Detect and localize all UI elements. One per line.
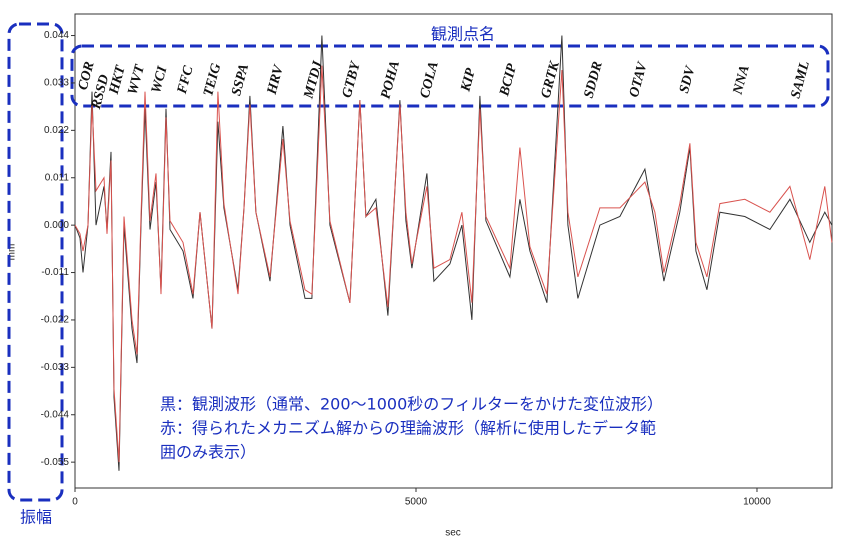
amplitude-box xyxy=(7,22,64,502)
y-tick-label: -0.033 xyxy=(41,362,70,373)
y-tick-label: -0.011 xyxy=(41,267,69,278)
y-tick-label: -0.044 xyxy=(41,409,70,420)
station-label: TEIG xyxy=(201,62,224,98)
station-label: SSPA xyxy=(229,62,252,97)
station-label: SDV xyxy=(677,63,699,95)
station-label: BCIP xyxy=(497,62,520,99)
station-label: COR xyxy=(76,60,98,92)
y-tick-label: -0.022 xyxy=(41,315,70,326)
station-label: COLA xyxy=(418,60,442,100)
station-label: GTBY xyxy=(340,59,364,100)
x-tick-label: 0 xyxy=(72,497,78,508)
station-label: SDDR xyxy=(582,60,606,100)
y-tick-label: 0.000 xyxy=(44,220,69,231)
legend-note: 囲のみ表示） xyxy=(160,443,256,462)
station-label: SAML xyxy=(789,60,813,101)
y-tick-label: 0.022 xyxy=(44,125,69,136)
station-label: POHA xyxy=(378,59,403,100)
station-title: 観測点名 xyxy=(431,25,495,44)
legend-note: 赤：得られたメカニズム解からの理論波形（解析に使用したデータ範 xyxy=(160,419,656,438)
station-label: OTAV xyxy=(627,59,651,99)
y-tick-label: -0.055 xyxy=(41,457,70,468)
plot-frame xyxy=(74,13,833,489)
x-axis-label: sec xyxy=(445,528,461,539)
station-label: FFC xyxy=(175,64,197,97)
y-tick-label: 0.044 xyxy=(44,30,69,41)
station-label: WVT xyxy=(126,62,149,97)
station-label: WCI xyxy=(149,64,171,95)
y-tick-label: 0.033 xyxy=(44,78,69,89)
station-label: HRV xyxy=(264,62,287,97)
y-tick-label: 0.011 xyxy=(45,172,70,183)
station-label: NNA xyxy=(730,64,752,97)
x-tick-label: 5000 xyxy=(405,497,428,508)
x-tick-label: 10000 xyxy=(743,497,771,508)
y-axis-label: mm xyxy=(7,244,18,261)
waveform-line xyxy=(74,65,833,463)
station-box xyxy=(70,44,830,108)
amplitude-label: 振幅 xyxy=(20,508,52,527)
legend-note: 黒：観測波形（通常、200～1000秒のフィルターをかけた変位波形） xyxy=(160,395,663,414)
station-label: KIP xyxy=(458,66,479,94)
